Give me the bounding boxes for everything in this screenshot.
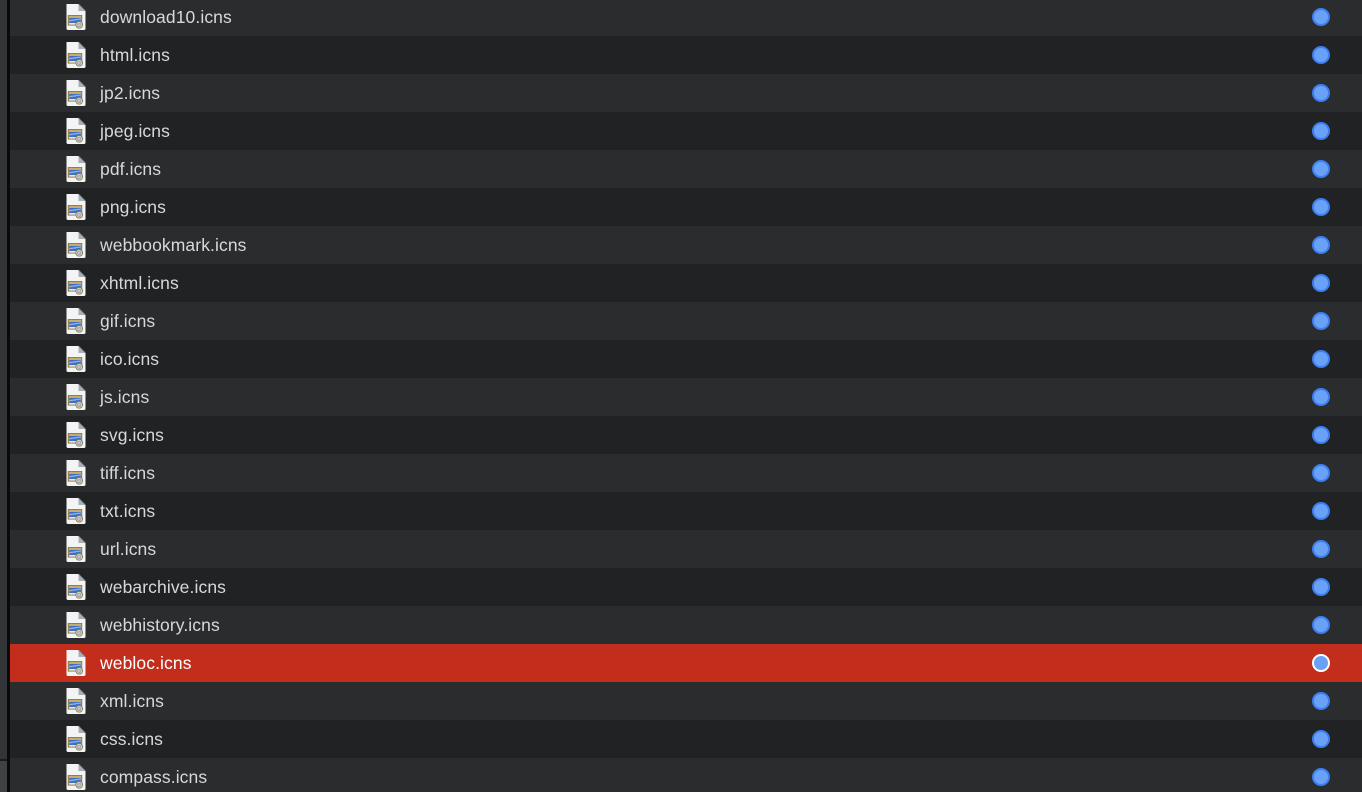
sidebar-edge-bottom — [0, 759, 7, 792]
blue-dot-indicator — [1312, 692, 1330, 710]
blue-dot-indicator — [1312, 578, 1330, 596]
file-row[interactable]: gif.icns — [10, 302, 1362, 340]
blue-dot-indicator — [1312, 350, 1330, 368]
blue-dot-indicator — [1312, 464, 1330, 482]
file-name: webhistory.icns — [100, 614, 220, 635]
blue-dot-indicator — [1312, 122, 1330, 140]
file-row[interactable]: svg.icns — [10, 416, 1362, 454]
image-document-icon — [66, 193, 86, 220]
blue-dot-indicator — [1312, 730, 1330, 748]
file-name: xhtml.icns — [100, 272, 179, 293]
blue-dot-indicator — [1312, 540, 1330, 558]
blue-dot-indicator — [1312, 502, 1330, 520]
file-name: webbookmark.icns — [100, 234, 247, 255]
blue-dot-indicator — [1312, 654, 1330, 672]
file-name: webarchive.icns — [100, 576, 226, 597]
blue-dot-indicator — [1312, 274, 1330, 292]
blue-dot-indicator — [1312, 616, 1330, 634]
file-row[interactable]: css.icns — [10, 720, 1362, 758]
image-document-icon — [66, 3, 86, 30]
image-document-icon — [66, 41, 86, 68]
file-row[interactable]: pdf.icns — [10, 150, 1362, 188]
blue-dot-indicator — [1312, 426, 1330, 444]
file-name: xml.icns — [100, 690, 164, 711]
file-row[interactable]: url.icns — [10, 530, 1362, 568]
file-row[interactable]: webbookmark.icns — [10, 226, 1362, 264]
file-row[interactable]: jpeg.icns — [10, 112, 1362, 150]
file-name: jp2.icns — [100, 82, 161, 103]
file-name: webloc.icns — [100, 652, 192, 673]
file-row[interactable]: txt.icns — [10, 492, 1362, 530]
image-document-icon — [66, 763, 86, 790]
file-name: tiff.icns — [100, 462, 156, 483]
image-document-icon — [66, 421, 86, 448]
file-name: gif.icns — [100, 310, 156, 331]
file-name: svg.icns — [100, 424, 165, 445]
file-row[interactable]: webhistory.icns — [10, 606, 1362, 644]
file-row[interactable]: html.icns — [10, 36, 1362, 74]
file-row[interactable]: png.icns — [10, 188, 1362, 226]
file-row[interactable]: js.icns — [10, 378, 1362, 416]
image-document-icon — [66, 155, 86, 182]
blue-dot-indicator — [1312, 46, 1330, 64]
file-row[interactable]: ico.icns — [10, 340, 1362, 378]
file-row[interactable]: download10.icns — [10, 0, 1362, 36]
sidebar-edge — [0, 0, 7, 792]
file-row[interactable]: compass.icns — [10, 758, 1362, 792]
image-document-icon — [66, 725, 86, 752]
file-name: download10.icns — [100, 6, 232, 27]
image-document-icon — [66, 269, 86, 296]
blue-dot-indicator — [1312, 8, 1330, 26]
file-row[interactable]: tiff.icns — [10, 454, 1362, 492]
file-row[interactable]: xml.icns — [10, 682, 1362, 720]
file-name: jpeg.icns — [100, 120, 170, 141]
image-document-icon — [66, 345, 86, 372]
blue-dot-indicator — [1312, 768, 1330, 786]
file-name: png.icns — [100, 196, 166, 217]
image-document-icon — [66, 573, 86, 600]
file-name: compass.icns — [100, 766, 208, 787]
image-document-icon — [66, 383, 86, 410]
file-name: url.icns — [100, 538, 157, 559]
blue-dot-indicator — [1312, 312, 1330, 330]
file-name: pdf.icns — [100, 158, 162, 179]
file-row[interactable]: webloc.icns — [10, 644, 1362, 682]
pane-divider — [7, 0, 10, 792]
image-document-icon — [66, 79, 86, 106]
image-document-icon — [66, 687, 86, 714]
file-list: download10.icns html.icns — [10, 0, 1362, 792]
image-document-icon — [66, 535, 86, 562]
image-document-icon — [66, 117, 86, 144]
blue-dot-indicator — [1312, 236, 1330, 254]
file-name: ico.icns — [100, 348, 160, 369]
blue-dot-indicator — [1312, 160, 1330, 178]
image-document-icon — [66, 497, 86, 524]
file-name: html.icns — [100, 44, 170, 65]
file-row[interactable]: xhtml.icns — [10, 264, 1362, 302]
image-document-icon — [66, 649, 86, 676]
image-document-icon — [66, 611, 86, 638]
file-row[interactable]: jp2.icns — [10, 74, 1362, 112]
image-document-icon — [66, 231, 86, 258]
file-name: txt.icns — [100, 500, 156, 521]
blue-dot-indicator — [1312, 198, 1330, 216]
file-row[interactable]: webarchive.icns — [10, 568, 1362, 606]
file-name: js.icns — [100, 386, 150, 407]
blue-dot-indicator — [1312, 84, 1330, 102]
image-document-icon — [66, 307, 86, 334]
blue-dot-indicator — [1312, 388, 1330, 406]
image-document-icon — [66, 459, 86, 486]
file-name: css.icns — [100, 728, 164, 749]
